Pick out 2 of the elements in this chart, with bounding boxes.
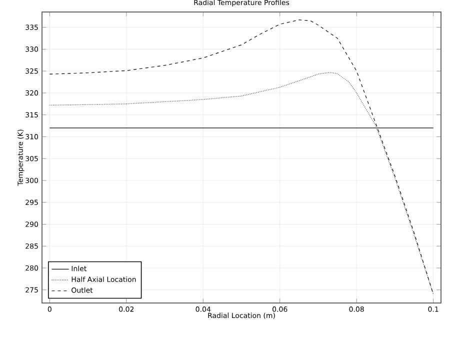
line-series [49, 72, 434, 295]
line-series [49, 20, 434, 295]
